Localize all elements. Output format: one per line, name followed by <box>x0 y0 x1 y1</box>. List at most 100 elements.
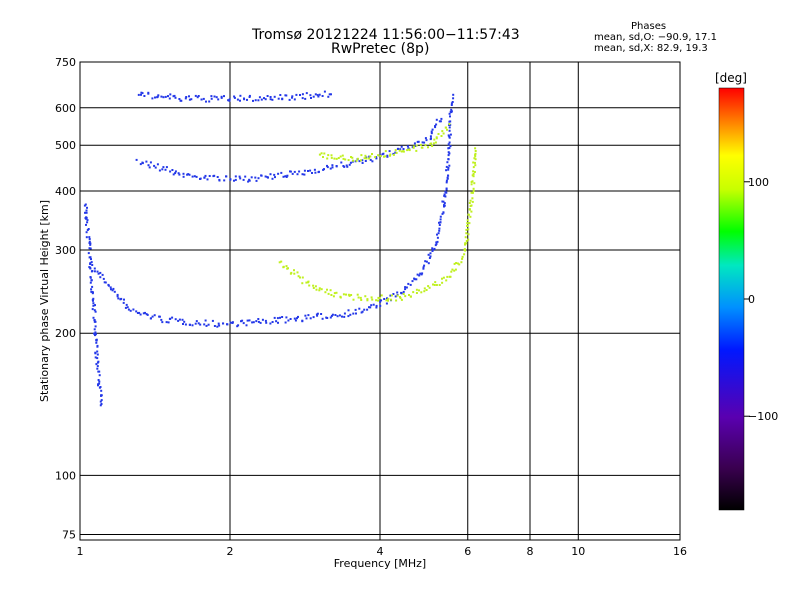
data-point <box>141 162 144 165</box>
data-point <box>357 296 360 299</box>
data-point <box>448 136 451 139</box>
x-tick-label: 8 <box>527 545 534 558</box>
data-point <box>315 288 318 291</box>
data-point <box>404 295 407 298</box>
data-point <box>472 189 475 192</box>
data-point <box>211 319 214 322</box>
data-point <box>271 177 274 180</box>
data-point <box>329 167 332 170</box>
data-point <box>369 155 372 158</box>
data-point <box>468 202 471 204</box>
data-point <box>139 313 142 316</box>
data-point <box>440 117 443 120</box>
data-point <box>195 175 198 178</box>
data-point <box>248 96 251 98</box>
data-point <box>188 98 191 101</box>
data-point <box>126 306 129 309</box>
data-point <box>146 313 149 316</box>
chart-subtitle: RwPretec (8p) <box>331 41 430 57</box>
data-point <box>390 294 393 297</box>
data-point <box>93 332 95 335</box>
data-point <box>371 160 374 163</box>
data-point <box>431 247 434 250</box>
data-point <box>245 324 248 327</box>
data-point <box>298 170 301 173</box>
x-tick-label: 1 <box>77 545 84 558</box>
data-point <box>446 177 449 180</box>
data-point <box>161 321 164 324</box>
data-point <box>140 91 143 94</box>
data-point <box>181 318 184 321</box>
data-point <box>225 175 227 178</box>
data-point <box>441 281 444 284</box>
data-point <box>160 95 163 98</box>
y-tick-label: 600 <box>55 102 76 115</box>
data-point <box>436 236 439 239</box>
data-point <box>348 163 351 166</box>
data-point <box>469 199 472 202</box>
data-point <box>242 178 245 181</box>
data-point <box>361 310 364 313</box>
data-point <box>96 353 99 356</box>
data-point <box>188 95 190 98</box>
data-point <box>200 98 203 101</box>
data-point <box>237 324 240 327</box>
data-point <box>92 316 95 319</box>
data-point <box>234 175 237 178</box>
data-point <box>132 308 135 311</box>
data-point <box>123 298 125 301</box>
data-point <box>394 151 397 154</box>
data-point <box>301 319 304 322</box>
data-point <box>447 134 450 137</box>
data-point <box>90 279 93 282</box>
data-point <box>360 154 363 157</box>
data-point <box>113 290 116 293</box>
data-point <box>242 322 245 325</box>
data-point <box>443 202 446 205</box>
data-point <box>447 158 450 161</box>
data-point <box>326 317 329 319</box>
data-point <box>193 175 196 178</box>
data-point <box>474 152 477 155</box>
data-point <box>162 166 165 169</box>
data-point <box>408 148 410 151</box>
data-point <box>117 297 120 300</box>
data-point <box>84 203 87 206</box>
data-point <box>112 287 115 290</box>
data-point <box>94 325 97 328</box>
data-point <box>120 297 123 300</box>
data-point <box>157 94 160 97</box>
data-point <box>254 99 257 102</box>
data-point <box>312 95 315 98</box>
data-point <box>314 171 317 174</box>
data-point <box>439 221 442 224</box>
data-point <box>312 284 315 287</box>
data-point <box>135 158 138 161</box>
data-point <box>111 289 114 292</box>
data-point <box>412 145 415 148</box>
data-point <box>339 155 342 158</box>
data-point <box>168 97 171 100</box>
data-point <box>129 309 132 312</box>
data-point <box>288 98 291 101</box>
data-point <box>435 241 438 244</box>
data-point <box>370 296 373 299</box>
data-point <box>265 321 268 324</box>
x-axis-label: Frequency [MHz] <box>334 557 426 570</box>
data-point <box>226 323 229 326</box>
data-point <box>197 95 200 97</box>
data-point <box>416 273 419 276</box>
data-point <box>88 266 91 269</box>
data-point <box>151 97 154 100</box>
data-point <box>366 299 369 302</box>
data-point <box>427 285 430 288</box>
data-point <box>202 97 205 100</box>
data-point <box>350 156 352 158</box>
phases-o-stats: mean, sd,O: −90.9, 17.1 <box>594 32 717 43</box>
data-point <box>406 149 409 152</box>
data-point <box>296 317 298 320</box>
data-point <box>284 321 287 324</box>
data-point <box>299 276 301 279</box>
data-point <box>98 370 101 373</box>
